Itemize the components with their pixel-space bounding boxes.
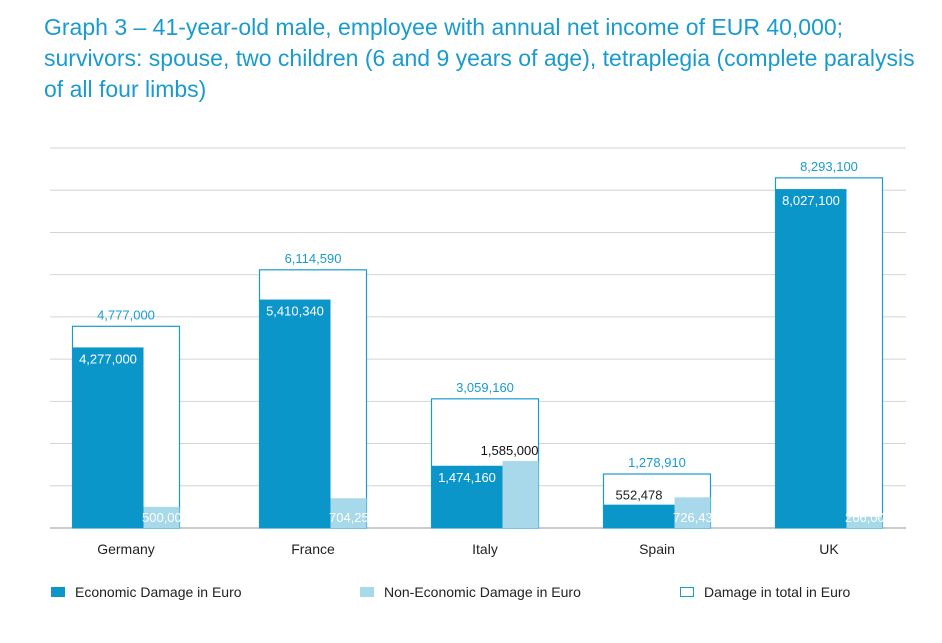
data-label-economic: 5,410,340 [266,304,324,319]
data-label-total: 1,278,910 [628,455,686,470]
legend-item-economic: Economic Damage in Euro [51,584,242,600]
bar-economic [72,347,144,528]
legend-item-total: Damage in total in Euro [680,584,850,600]
data-label-non-economic: 266,000 [845,510,892,525]
x-tick-label: Spain [639,541,675,557]
bar-non-economic [502,461,539,528]
legend-label-economic: Economic Damage in Euro [75,584,242,600]
data-label-economic: 1,474,160 [438,470,496,485]
bar-non-economic [330,498,367,528]
legend-label-total: Damage in total in Euro [704,584,851,600]
x-tick-label: France [291,541,335,557]
bar-economic [603,504,675,528]
legend-item-non-economic: Non-Economic Damage in Euro [360,584,581,600]
data-label-economic: 8,027,100 [782,193,840,208]
bar-non-economic [143,506,180,528]
bar-non-economic [846,516,883,528]
data-label-total: 6,114,590 [285,251,342,266]
bar-economic [775,189,847,528]
data-label-economic: 4,277,000 [79,351,137,366]
data-label-economic: 552,478 [616,488,663,503]
bar-non-economic [674,497,711,528]
bar-economic [431,465,503,528]
x-tick-label: UK [819,541,839,557]
data-label-non-economic: 704,250 [329,510,376,525]
data-label-total: 8,293,100 [800,159,858,174]
legend-swatch-economic [51,587,65,597]
x-tick-label: Italy [472,541,498,557]
bar-economic [259,299,331,528]
chart-title: Graph 3 – 41-year-old male, employee wit… [44,14,915,102]
legend-swatch-non-economic [360,587,374,597]
data-label-total: 3,059,160 [456,380,514,395]
chart-legend: Economic Damage in Euro Non-Economic Dam… [0,584,942,604]
legend-swatch-total [680,587,694,597]
legend-label-non-economic: Non-Economic Damage in Euro [384,584,581,600]
data-label-total: 4,777,000 [97,307,155,322]
x-tick-label: Germany [97,541,155,557]
data-label-non-economic: 1,585,000 [481,443,539,458]
data-label-non-economic: 500,000 [142,510,189,525]
data-label-non-economic: 726,432 [673,510,720,525]
bar-chart: 4,777,000 4,277,000 500,000 Germany 6,114,59… [50,147,906,557]
